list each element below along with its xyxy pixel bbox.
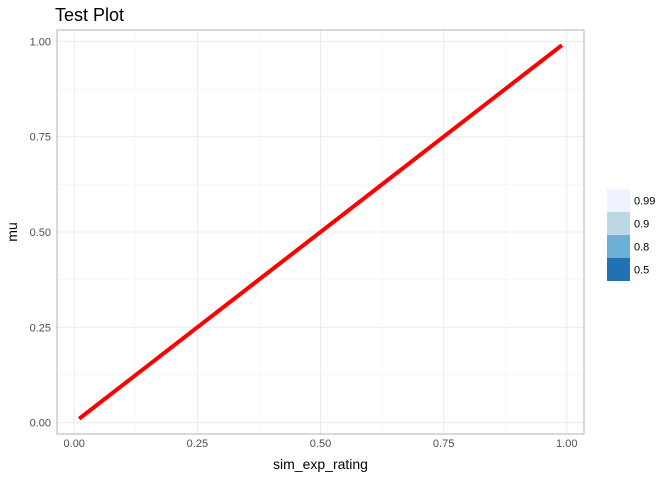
y-tick-labels: 0.00 0.25 0.50 0.75 1.00 [30, 36, 51, 429]
legend-label: 0.8 [634, 242, 649, 254]
y-tick-label: 0.00 [30, 418, 51, 430]
legend-label: 0.99 [634, 196, 655, 208]
series-layer [77, 43, 564, 421]
legend-label: 0.5 [634, 265, 649, 277]
legend-key [607, 212, 630, 235]
legend-key [607, 258, 630, 281]
legend-label: 0.9 [634, 219, 649, 231]
x-tick-label: 1.00 [556, 438, 577, 450]
y-tick-label: 1.00 [30, 36, 51, 48]
chart-title: Test Plot [55, 5, 124, 25]
y-tick-label: 0.50 [30, 227, 51, 239]
legend-key [607, 235, 630, 258]
y-tick-label: 0.75 [30, 132, 51, 144]
series-line [77, 43, 564, 421]
x-tick-label: 0.00 [64, 438, 85, 450]
y-axis-title: mu [4, 222, 20, 241]
x-tick-label: 0.25 [187, 438, 208, 450]
y-tick-label: 0.25 [30, 322, 51, 334]
x-tick-label: 0.75 [433, 438, 454, 450]
legend-key [607, 189, 630, 212]
x-tick-label: 0.50 [310, 438, 331, 450]
x-tick-labels: 0.00 0.25 0.50 0.75 1.00 [64, 438, 578, 450]
plot-panel-border [56, 29, 585, 435]
x-axis-title: sim_exp_rating [273, 456, 368, 472]
legend: 0.99 0.9 0.8 0.5 [607, 189, 655, 281]
